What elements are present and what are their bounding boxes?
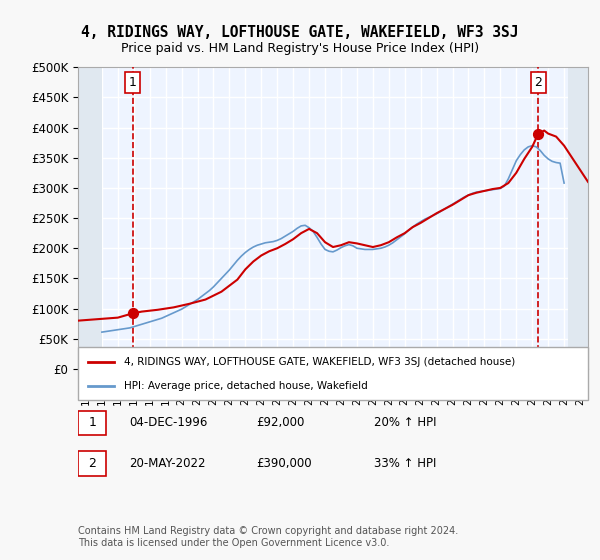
Text: £390,000: £390,000 [257, 457, 312, 470]
Text: 4, RIDINGS WAY, LOFTHOUSE GATE, WAKEFIELD, WF3 3SJ (detached house): 4, RIDINGS WAY, LOFTHOUSE GATE, WAKEFIEL… [124, 357, 515, 367]
Text: 20-MAY-2022: 20-MAY-2022 [129, 457, 205, 470]
FancyBboxPatch shape [78, 451, 106, 475]
Text: 04-DEC-1996: 04-DEC-1996 [129, 416, 208, 429]
Text: Price paid vs. HM Land Registry's House Price Index (HPI): Price paid vs. HM Land Registry's House … [121, 42, 479, 55]
Text: 1: 1 [88, 416, 96, 429]
FancyBboxPatch shape [78, 410, 106, 435]
Text: 2: 2 [535, 76, 542, 89]
Text: 20% ↑ HPI: 20% ↑ HPI [374, 416, 436, 429]
Text: £92,000: £92,000 [257, 416, 305, 429]
FancyBboxPatch shape [78, 347, 588, 400]
Text: 1: 1 [128, 76, 136, 89]
Text: Contains HM Land Registry data © Crown copyright and database right 2024.
This d: Contains HM Land Registry data © Crown c… [78, 526, 458, 548]
Bar [78, 67, 102, 369]
Text: HPI: Average price, detached house, Wakefield: HPI: Average price, detached house, Wake… [124, 380, 368, 390]
Point [128, 309, 137, 318]
Bar [568, 67, 588, 369]
Text: 4, RIDINGS WAY, LOFTHOUSE GATE, WAKEFIELD, WF3 3SJ: 4, RIDINGS WAY, LOFTHOUSE GATE, WAKEFIEL… [81, 25, 519, 40]
Point [533, 129, 543, 138]
Text: 33% ↑ HPI: 33% ↑ HPI [374, 457, 436, 470]
Text: 2: 2 [88, 457, 96, 470]
